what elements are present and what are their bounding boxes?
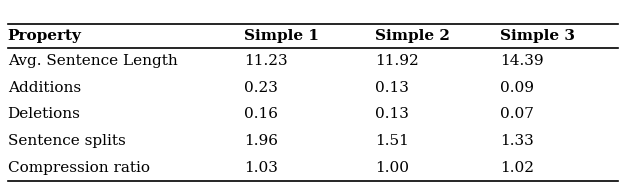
Text: 0.13: 0.13 [376,81,409,95]
Text: Additions: Additions [8,81,81,95]
Text: 1.02: 1.02 [500,161,534,175]
Text: 11.92: 11.92 [376,54,419,68]
Text: 1.33: 1.33 [500,134,534,148]
Text: 1.03: 1.03 [244,161,279,175]
Text: 0.07: 0.07 [500,107,534,121]
Text: 0.09: 0.09 [500,81,534,95]
Text: Sentence splits: Sentence splits [8,134,125,148]
Text: Simple 3: Simple 3 [500,29,575,43]
Text: Simple 2: Simple 2 [376,29,450,43]
Text: Simple 1: Simple 1 [244,29,319,43]
Text: 1.96: 1.96 [244,134,279,148]
Text: 0.23: 0.23 [244,81,279,95]
Text: Compression ratio: Compression ratio [8,161,150,175]
Text: Avg. Sentence Length: Avg. Sentence Length [8,54,177,68]
Text: 1.51: 1.51 [376,134,409,148]
Text: 0.16: 0.16 [244,107,279,121]
Text: Deletions: Deletions [8,107,81,121]
Text: Property: Property [8,29,81,43]
Text: 11.23: 11.23 [244,54,288,68]
Text: 0.13: 0.13 [376,107,409,121]
Text: 14.39: 14.39 [500,54,543,68]
Text: 1.00: 1.00 [376,161,409,175]
